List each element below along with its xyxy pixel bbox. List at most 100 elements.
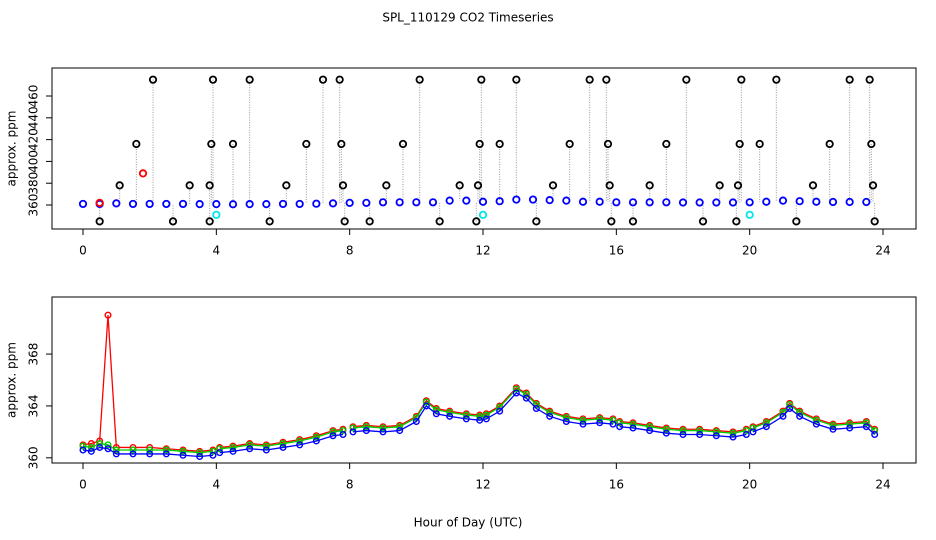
point (646, 427, 654, 435)
point (296, 441, 304, 449)
point (495, 197, 504, 206)
series-line (752, 402, 876, 430)
point (462, 411, 470, 419)
point (579, 420, 587, 428)
point (645, 198, 654, 207)
series-line (219, 429, 344, 450)
point (179, 451, 187, 459)
point (335, 75, 344, 84)
point (812, 197, 821, 206)
point (349, 428, 357, 436)
point (473, 181, 483, 190)
x-tick-label: 24 (875, 244, 890, 258)
point (475, 139, 484, 149)
point (845, 75, 854, 84)
x-tick-label: 0 (79, 478, 87, 492)
point (279, 440, 287, 448)
point (786, 401, 794, 409)
point (865, 75, 874, 84)
point (745, 210, 754, 219)
point (455, 181, 464, 190)
point (362, 427, 370, 435)
point (495, 139, 504, 149)
point (262, 200, 271, 209)
series-line (82, 315, 214, 452)
point (682, 75, 691, 84)
point (602, 75, 611, 84)
x-tick-label: 16 (609, 244, 624, 258)
point (362, 198, 371, 207)
point (178, 199, 188, 209)
point (302, 139, 311, 149)
point (87, 440, 95, 448)
point (867, 139, 876, 149)
point (422, 398, 430, 406)
point (762, 423, 770, 431)
point (628, 198, 638, 207)
point (609, 416, 617, 424)
point (412, 418, 420, 426)
point (870, 217, 879, 226)
point (562, 418, 570, 426)
point (422, 402, 430, 410)
point (605, 181, 614, 190)
point (742, 427, 750, 435)
point (862, 197, 871, 207)
point (228, 200, 238, 209)
point (262, 446, 270, 454)
point (646, 423, 654, 431)
point (312, 433, 320, 441)
point (339, 427, 347, 435)
point (786, 405, 794, 413)
point (104, 441, 112, 449)
point (337, 139, 346, 149)
point (476, 416, 484, 424)
point (168, 217, 178, 226)
point (546, 408, 554, 416)
point (112, 450, 120, 458)
point (328, 199, 338, 208)
point (662, 429, 670, 437)
point (205, 181, 214, 190)
point (129, 446, 137, 454)
x-axis-label: Hour of Day (UTC) (414, 516, 523, 530)
point (755, 139, 764, 149)
point (262, 442, 270, 450)
point (512, 389, 520, 397)
point (296, 437, 304, 445)
point (207, 139, 216, 149)
point (696, 430, 704, 438)
point (245, 75, 254, 84)
point (148, 75, 158, 84)
point (808, 181, 818, 190)
y-tick-label: 440 (27, 106, 41, 129)
point (162, 199, 171, 209)
point (698, 217, 708, 226)
point (205, 217, 214, 226)
y-tick-label: 380 (27, 172, 41, 195)
point (846, 420, 854, 428)
point (104, 445, 112, 453)
point (432, 410, 440, 418)
y-tick-label: 360 (27, 194, 41, 217)
point (340, 217, 349, 226)
point (607, 217, 616, 226)
point (662, 425, 670, 433)
point (295, 199, 304, 209)
point (115, 181, 124, 190)
point (379, 428, 387, 436)
point (712, 198, 721, 207)
point (446, 408, 454, 416)
point (565, 139, 574, 149)
x-tick-label: 16 (609, 478, 624, 492)
point (825, 139, 834, 149)
point (132, 139, 141, 149)
point (532, 401, 540, 409)
point (522, 390, 530, 398)
point (546, 412, 554, 420)
point (245, 200, 254, 209)
x-tick-label: 8 (346, 244, 354, 258)
point (216, 449, 224, 457)
y-tick-label: 360 (27, 446, 41, 469)
